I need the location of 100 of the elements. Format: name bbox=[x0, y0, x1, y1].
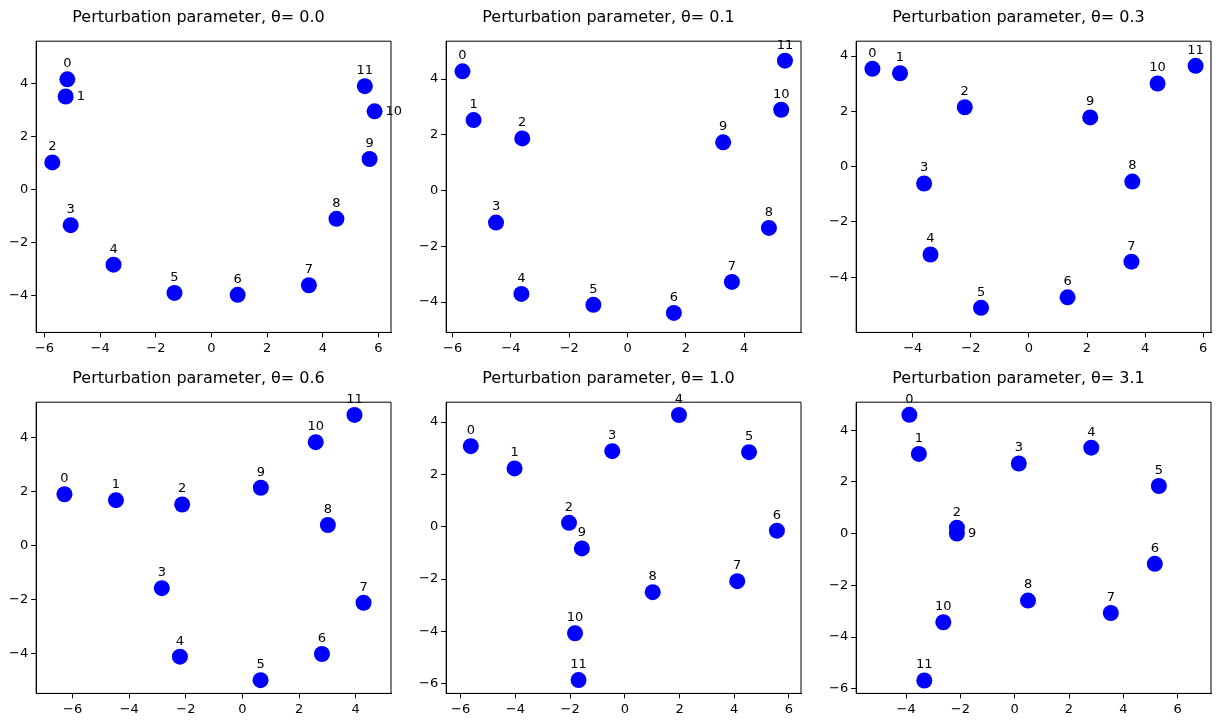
annotation: 0 bbox=[458, 47, 467, 63]
annotation: 0 bbox=[905, 390, 914, 406]
annotation: 5 bbox=[744, 428, 754, 444]
annotation: 11 bbox=[916, 656, 933, 672]
point bbox=[956, 99, 973, 116]
annotation: 7 bbox=[304, 261, 314, 277]
x-tick-label: 0 bbox=[620, 700, 629, 716]
annotation: 1 bbox=[469, 95, 478, 111]
point bbox=[1020, 592, 1037, 609]
point bbox=[573, 540, 590, 557]
annotation: 5 bbox=[589, 280, 598, 296]
point bbox=[514, 130, 531, 147]
y-tick-label: 2 bbox=[429, 126, 439, 142]
x-tick-label: −4 bbox=[896, 700, 916, 716]
y-tick-label: 4 bbox=[839, 47, 849, 63]
annotation: 3 bbox=[157, 564, 166, 580]
annotation: 8 bbox=[764, 203, 774, 219]
chart-title: Perturbation parameter, θ= 0.6 bbox=[72, 367, 325, 387]
point bbox=[59, 71, 76, 88]
point bbox=[1083, 439, 1100, 456]
point bbox=[346, 406, 363, 423]
y-tick-label: −4 bbox=[8, 286, 29, 302]
annotation: 3 bbox=[608, 427, 617, 442]
point bbox=[1123, 253, 1140, 270]
annotation: 6 bbox=[233, 270, 242, 286]
annotation: 10 bbox=[1149, 59, 1166, 75]
annotation: 4 bbox=[175, 632, 185, 648]
y-tick-label: −2 bbox=[418, 570, 439, 586]
annotation: 8 bbox=[323, 500, 333, 516]
annotation: 9 bbox=[365, 134, 374, 150]
annotation: 8 bbox=[1128, 157, 1137, 173]
y-tick-label: 0 bbox=[839, 158, 849, 174]
annotation: 2 bbox=[960, 83, 969, 99]
annotation: 11 bbox=[346, 390, 363, 406]
annotation: 5 bbox=[256, 656, 265, 672]
annotation: 10 bbox=[307, 418, 325, 434]
annotation: 0 bbox=[868, 44, 877, 60]
point bbox=[1102, 604, 1119, 621]
annotation: 10 bbox=[935, 598, 952, 614]
chart-title: Perturbation parameter, θ= 0.0 bbox=[72, 6, 325, 26]
y-tick-label: 2 bbox=[19, 483, 29, 499]
x-tick-label: 6 bbox=[784, 700, 794, 716]
annotation: 4 bbox=[109, 240, 118, 256]
x-tick-label: −2 bbox=[950, 700, 970, 716]
y-tick-label: 2 bbox=[839, 473, 849, 489]
x-tick-label: −4 bbox=[501, 339, 521, 355]
annotation: 2 bbox=[178, 480, 187, 496]
annotation: 4 bbox=[517, 269, 526, 285]
point bbox=[644, 584, 661, 601]
y-tick-label: 0 bbox=[19, 537, 29, 553]
x-tick-label: −2 bbox=[559, 339, 579, 355]
y-tick-label: 4 bbox=[19, 74, 29, 90]
point bbox=[1010, 455, 1027, 472]
x-tick-label: 4 bbox=[1119, 700, 1128, 716]
point bbox=[465, 112, 482, 129]
annotation: 3 bbox=[919, 159, 929, 175]
point bbox=[916, 175, 933, 192]
point bbox=[488, 214, 505, 231]
point bbox=[776, 52, 793, 69]
annotation: 0 bbox=[466, 422, 475, 438]
y-tick-label: 4 bbox=[19, 429, 29, 445]
annotation: 11 bbox=[1187, 41, 1204, 57]
annotation: 7 bbox=[1127, 237, 1136, 253]
annotation: 1 bbox=[895, 49, 905, 65]
chart-title: Perturbation parameter, θ= 3.1 bbox=[892, 367, 1145, 387]
point bbox=[62, 217, 79, 234]
point bbox=[356, 78, 373, 95]
point bbox=[1146, 555, 1163, 572]
point bbox=[252, 672, 269, 689]
annotation: 4 bbox=[926, 230, 935, 246]
annotation: 6 bbox=[669, 288, 679, 304]
point bbox=[723, 273, 740, 290]
x-tick-label: 4 bbox=[740, 339, 749, 355]
point bbox=[1187, 57, 1204, 74]
x-tick-label: −2 bbox=[176, 700, 196, 716]
x-tick-label: −6 bbox=[63, 700, 83, 716]
annotation: 1 bbox=[510, 444, 519, 460]
point bbox=[922, 246, 939, 263]
point bbox=[229, 286, 246, 303]
point bbox=[1082, 109, 1099, 126]
y-tick-label: 2 bbox=[429, 465, 439, 481]
point bbox=[171, 648, 188, 665]
y-tick-label: 0 bbox=[429, 518, 439, 534]
x-tick-label: 0 bbox=[1024, 339, 1034, 355]
annotation: 5 bbox=[170, 268, 179, 284]
point bbox=[670, 407, 687, 424]
point bbox=[973, 299, 990, 316]
annotation: 10 bbox=[566, 609, 584, 625]
point bbox=[300, 277, 317, 294]
annotation: 9 bbox=[577, 524, 586, 540]
annotation: 7 bbox=[1106, 588, 1115, 604]
y-tick-label: −6 bbox=[418, 675, 439, 691]
y-tick-label: −4 bbox=[418, 622, 439, 638]
point bbox=[319, 517, 336, 533]
point bbox=[561, 514, 577, 531]
point bbox=[916, 672, 933, 689]
point bbox=[506, 460, 523, 477]
y-tick-label: 2 bbox=[19, 127, 29, 143]
x-tick-label: −6 bbox=[442, 339, 463, 355]
point bbox=[307, 434, 324, 451]
